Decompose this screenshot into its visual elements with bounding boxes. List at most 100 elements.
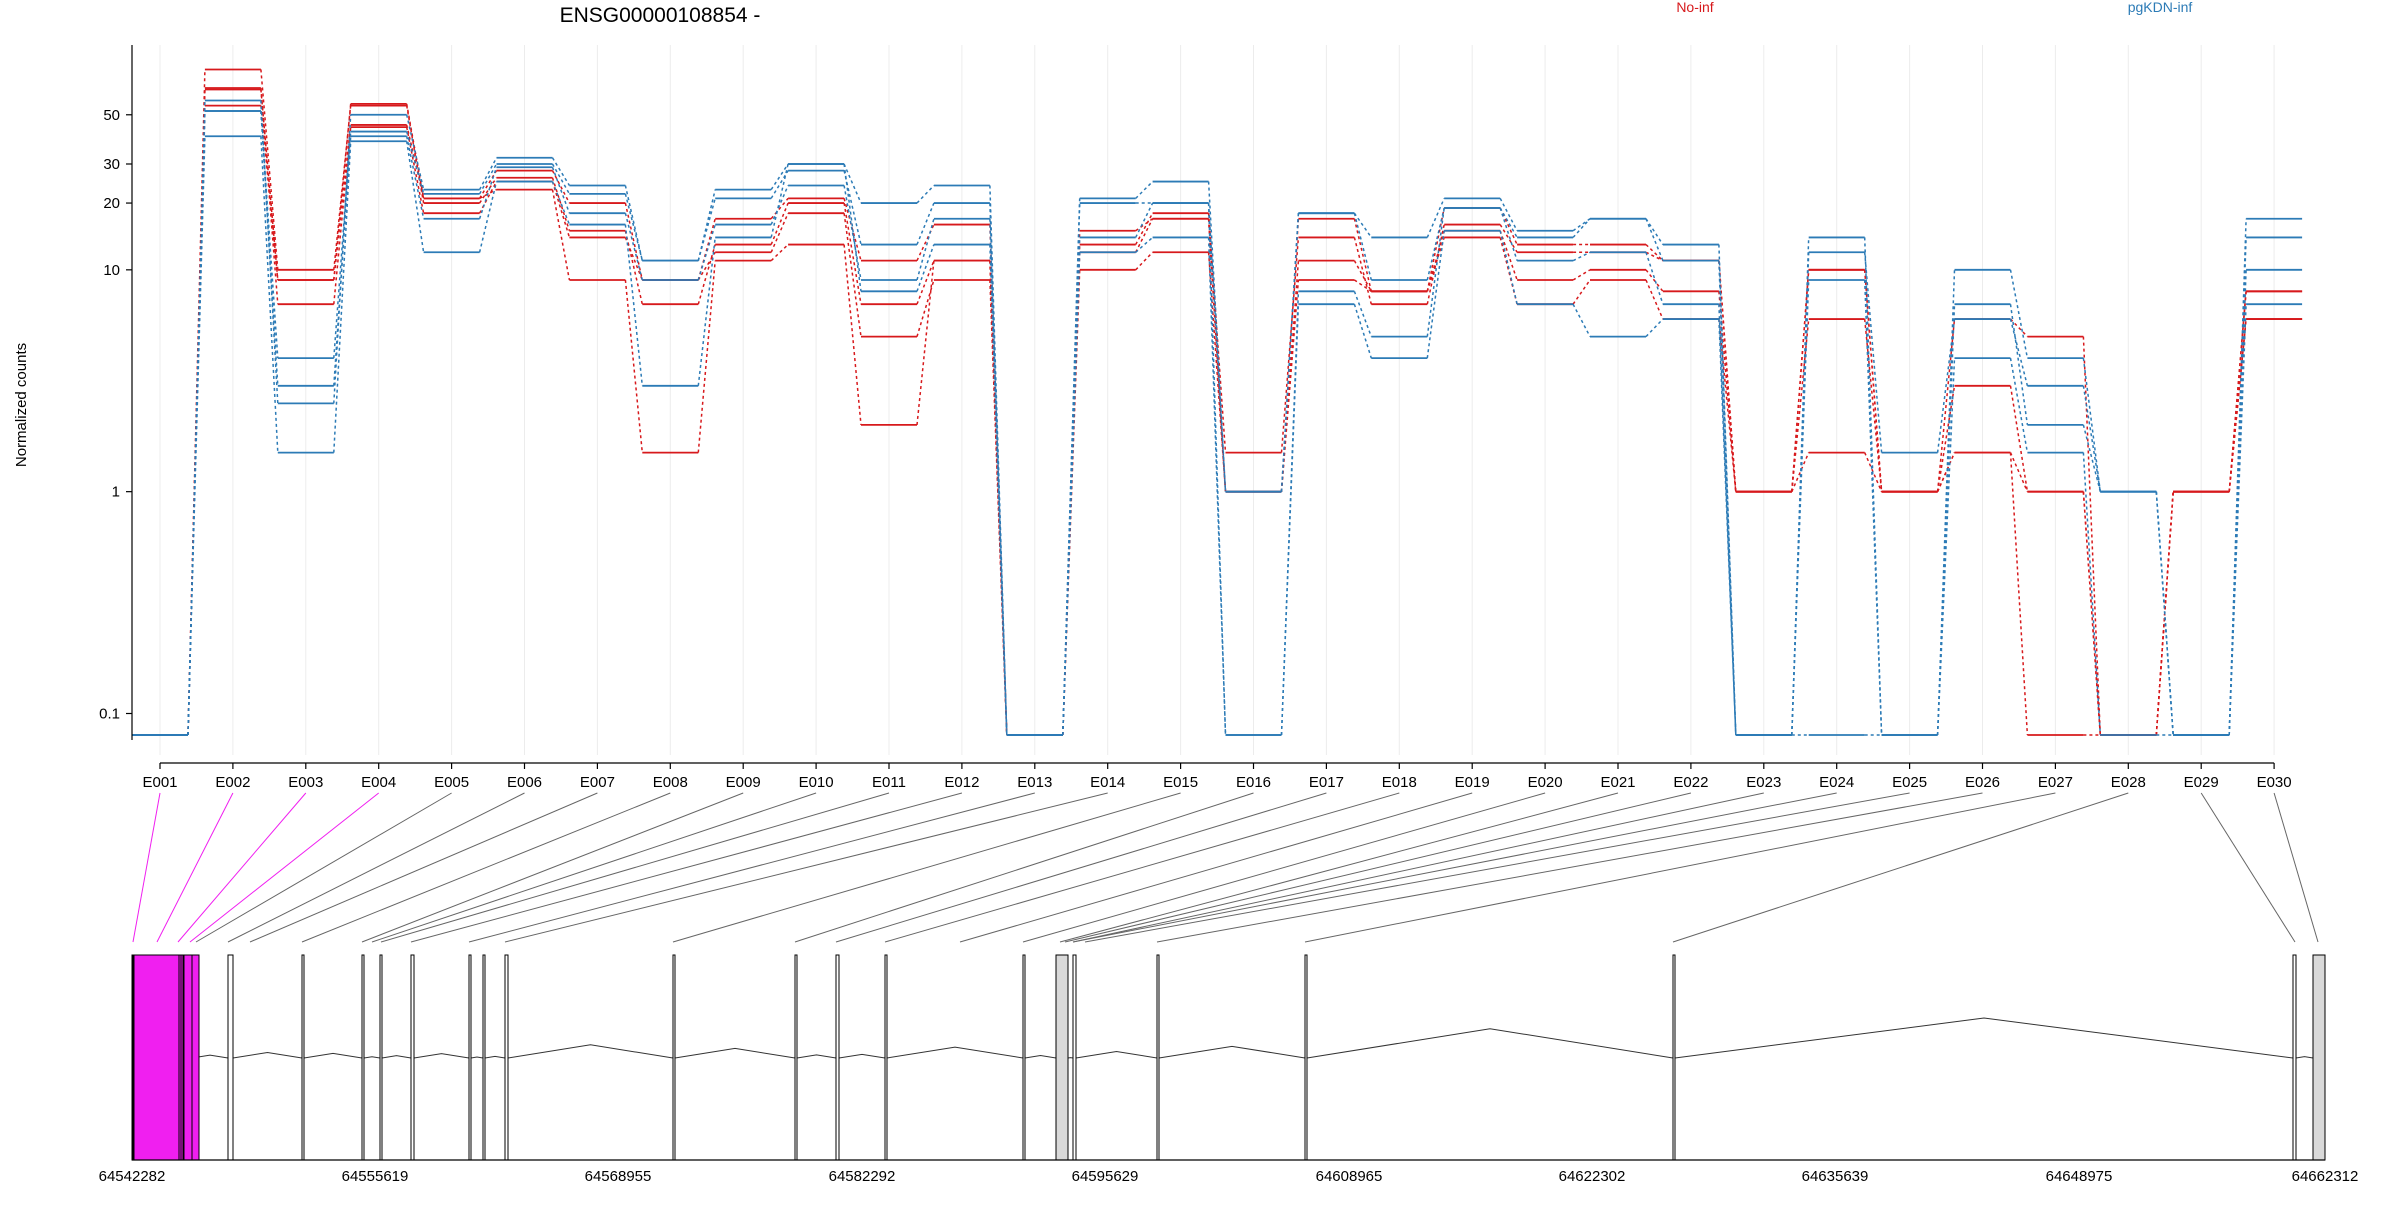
connector-dashed: [2011, 319, 2028, 386]
intron-line: [233, 1052, 302, 1058]
connector-dashed: [844, 203, 861, 304]
connector-dashed: [1646, 252, 1663, 304]
legend-pgkdn-inf: pgKDN-inf: [2128, 0, 2193, 15]
series-No-inf-0: [132, 90, 2302, 735]
connector-dashed: [1354, 237, 1371, 304]
x-tick-label: E017: [1309, 774, 1344, 791]
x-tick-label: E021: [1600, 774, 1635, 791]
series-pgKDN-inf-5: [132, 111, 2302, 735]
legend-no-inf: No-inf: [1676, 0, 1713, 15]
connector-dashed: [480, 178, 497, 203]
x-tick-label: E023: [1746, 774, 1781, 791]
x-tick-label: E030: [2257, 774, 2292, 791]
exon-connector: [1085, 793, 1910, 942]
connector-dashed: [917, 225, 934, 261]
exon-box: [411, 955, 414, 1160]
y-tick-label: 10: [103, 262, 120, 279]
intron-line: [2296, 1057, 2313, 1058]
x-tick-label: E013: [1017, 774, 1052, 791]
exon-box: [228, 955, 233, 1160]
connector-dashed: [1136, 237, 1153, 252]
connector-dashed: [771, 245, 788, 261]
intron-line: [839, 1054, 885, 1058]
x-tick-label: E014: [1090, 774, 1125, 791]
y-tick-label: 1: [112, 484, 120, 501]
intron-line: [508, 1045, 673, 1058]
intron-line: [485, 1056, 505, 1058]
connector-dashed: [625, 280, 642, 453]
connector-dashed: [261, 111, 278, 386]
y-axis-label: Normalized counts: [13, 343, 30, 467]
connector-dashed: [1354, 280, 1371, 291]
x-tick-label: E012: [944, 774, 979, 791]
connector-dashed: [553, 158, 570, 186]
connector-dashed: [771, 164, 788, 237]
intron-line: [1159, 1046, 1305, 1058]
x-tick-label: E010: [799, 774, 834, 791]
exon-connector: [250, 793, 597, 942]
exon-box: [380, 955, 382, 1160]
connector-dashed: [1136, 203, 1153, 237]
x-tick-label: E022: [1673, 774, 1708, 791]
exon-connector: [1023, 793, 1545, 942]
exon-connector: [228, 793, 525, 942]
exon-connector: [836, 793, 1326, 942]
series-No-inf-1: [132, 69, 2302, 735]
exon-box: [302, 955, 304, 1160]
exon-connector: [960, 793, 1472, 942]
connector-dashed: [1209, 203, 1226, 735]
y-tick-label: 50: [103, 107, 120, 124]
exon-connectors: [133, 793, 2318, 942]
connector-dashed: [917, 203, 934, 245]
x-tick-label: E016: [1236, 774, 1271, 791]
connector-dashed: [2011, 453, 2028, 735]
connector-dashed: [1282, 213, 1299, 491]
exon-connector: [157, 793, 233, 942]
connector-dashed: [771, 171, 788, 199]
connector-dashed: [1573, 280, 1590, 304]
exon-connector: [381, 793, 889, 942]
connector-dashed: [1136, 252, 1153, 270]
coordinate-label: 64608965: [1316, 1168, 1383, 1185]
coordinate-label: 64635639: [1802, 1168, 1869, 1185]
exon-connector: [196, 793, 452, 942]
x-tick-label: E018: [1382, 774, 1417, 791]
x-tick-label: E027: [2038, 774, 2073, 791]
connector-dashed: [698, 237, 715, 385]
coordinate-label: 64622302: [1559, 1168, 1626, 1185]
exon-box: [2313, 955, 2325, 1160]
connector-dashed: [1282, 304, 1299, 735]
exon-box: [483, 955, 485, 1160]
connector-dashed: [407, 141, 424, 252]
connector-dashed: [698, 219, 715, 280]
exon-box: [885, 955, 887, 1160]
exon-connector: [133, 793, 160, 942]
connector-dashed: [1646, 270, 1663, 291]
connector-dashed: [1427, 231, 1444, 292]
connector-dashed: [1427, 237, 1444, 291]
x-tick-label: E003: [288, 774, 323, 791]
coordinate-label: 64568955: [585, 1168, 652, 1185]
exon-box: [469, 955, 471, 1160]
intron-line: [1675, 1018, 2293, 1058]
series-pgKDN-inf-6: [132, 111, 2302, 735]
connector-dashed: [480, 182, 497, 253]
connector-dashed: [1938, 358, 1955, 735]
series-No-inf-2: [132, 88, 2302, 735]
connector-dashed: [1646, 219, 1663, 245]
x-tick-label: E002: [215, 774, 250, 791]
exon-box: [1023, 955, 1025, 1160]
connector-dashed: [1573, 304, 1590, 336]
connector-dashed: [1354, 219, 1371, 292]
exon-box: [1157, 955, 1159, 1160]
y-tick-label: 30: [103, 156, 120, 173]
x-tick-label: E028: [2111, 774, 2146, 791]
connector-dashed: [917, 219, 934, 280]
connector-dashed: [1354, 261, 1371, 292]
x-tick-label: E009: [726, 774, 761, 791]
connector-dashed: [1646, 280, 1663, 319]
exon-connector: [1073, 793, 1837, 942]
connector-dashed: [917, 280, 934, 337]
connector-dashed: [480, 164, 497, 194]
